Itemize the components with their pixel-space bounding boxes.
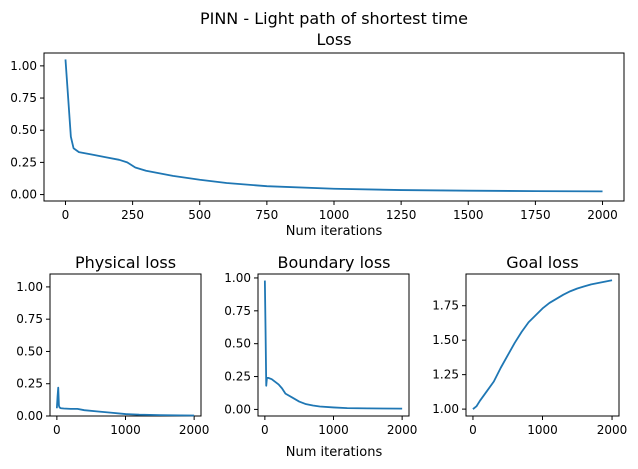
panel-goal-loss-xtick-label: 0 xyxy=(469,423,477,437)
panel-physical-loss-ytick-label: 0.25 xyxy=(16,377,43,391)
panel-goal-loss: Goal loss 0 1000 2000 1.00 1.25 1.50 1.75 xyxy=(432,253,627,437)
panel-loss-ytick-label: 0.50 xyxy=(10,123,37,137)
panel-boundary-loss-ytick-label: 1.00 xyxy=(224,271,251,285)
panel-goal-loss-xtick-label: 1000 xyxy=(527,423,558,437)
panel-boundary-loss-xlabel: Num iterations xyxy=(286,445,383,460)
panel-boundary-loss-xticks: 0 1000 2000 xyxy=(261,416,417,437)
panel-loss-xtick-label: 500 xyxy=(188,208,211,222)
panel-loss-xtick-label: 1000 xyxy=(319,208,350,222)
panel-loss-yticks: 0.00 0.25 0.50 0.75 1.00 xyxy=(10,59,44,202)
panel-boundary-loss-xtick-label: 1000 xyxy=(318,423,349,437)
panel-loss-series-line xyxy=(64,59,603,193)
panel-loss-axes-frame xyxy=(43,52,625,202)
figure-suptitle: PINN - Light path of shortest time xyxy=(200,9,468,28)
panel-goal-loss-xticks: 0 1000 2000 xyxy=(469,416,627,437)
panel-loss-ytick-label: 0.25 xyxy=(10,155,37,169)
panel-physical-loss-ytick-label: 0.50 xyxy=(16,344,43,358)
panel-physical-loss-series-line xyxy=(55,386,195,417)
panel-goal-loss-ytick-label: 1.50 xyxy=(432,333,459,347)
panel-loss-ytick-label: 1.00 xyxy=(10,59,37,73)
panel-boundary-loss-ytick-label: 0.00 xyxy=(224,402,251,416)
panel-goal-loss-title: Goal loss xyxy=(506,253,578,272)
panel-boundary-loss-series-line xyxy=(263,280,403,410)
panel-physical-loss-xticks: 0 1000 2000 xyxy=(53,416,209,437)
panel-boundary-loss-xtick-label: 0 xyxy=(261,423,269,437)
panel-physical-loss-title: Physical loss xyxy=(75,253,176,272)
panel-goal-loss-axes-frame xyxy=(465,273,620,417)
panel-boundary-loss-axes-frame xyxy=(257,273,410,417)
panel-goal-loss-ytick-label: 1.75 xyxy=(432,299,459,313)
panel-physical-loss-ytick-label: 0.75 xyxy=(16,312,43,326)
panel-goal-loss-series-line xyxy=(472,279,613,410)
panel-loss-xtick-label: 250 xyxy=(121,208,144,222)
panel-loss-xticks: 0 250 500 750 1000 1250 1500 1750 2000 xyxy=(62,201,618,222)
panel-loss-xtick-label: 0 xyxy=(62,208,70,222)
panel-loss-xtick-label: 1250 xyxy=(386,208,417,222)
panel-loss-title: Loss xyxy=(316,30,351,49)
panel-loss: Loss 0 250 500 750 1000 1250 1500 1750 2000 0.00… xyxy=(10,30,625,239)
panel-goal-loss-xtick-label: 2000 xyxy=(597,423,628,437)
panel-physical-loss-ytick-label: 1.00 xyxy=(16,280,43,294)
panel-loss-xlabel: Num iterations xyxy=(286,224,383,239)
panel-goal-loss-ytick-label: 1.25 xyxy=(432,368,459,382)
panel-goal-loss-ytick-label: 1.00 xyxy=(432,402,459,416)
panel-physical-loss-yticks: 0.00 0.25 0.50 0.75 1.00 xyxy=(16,280,50,423)
panel-physical-loss-xtick-label: 2000 xyxy=(179,423,210,437)
panel-physical-loss-xtick-label: 0 xyxy=(53,423,61,437)
panel-boundary-loss-yticks: 0.00 0.25 0.50 0.75 1.00 xyxy=(224,271,258,416)
panel-loss-xtick-label: 2000 xyxy=(587,208,618,222)
panel-loss-ytick-label: 0.75 xyxy=(10,91,37,105)
panel-physical-loss-ytick-label: 0.00 xyxy=(16,409,43,423)
panel-loss-ytick-label: 0.00 xyxy=(10,188,37,202)
panel-physical-loss-axes-frame xyxy=(49,273,202,417)
panel-boundary-loss: Boundary loss 0 1000 2000 0.00 0.25 0.50 0.75… xyxy=(224,253,417,460)
panel-boundary-loss-ytick-label: 0.50 xyxy=(224,337,251,351)
panel-loss-xtick-label: 1500 xyxy=(453,208,484,222)
panel-physical-loss: Physical loss 0 1000 2000 0.00 0.25 0.50 0.75… xyxy=(16,253,209,437)
panel-physical-loss-xtick-label: 1000 xyxy=(110,423,141,437)
panel-loss-xtick-label: 750 xyxy=(255,208,278,222)
panel-boundary-loss-ytick-label: 0.75 xyxy=(224,304,251,318)
panel-boundary-loss-ytick-label: 0.25 xyxy=(224,370,251,384)
panel-boundary-loss-title: Boundary loss xyxy=(277,253,390,272)
panel-loss-xtick-label: 1750 xyxy=(520,208,551,222)
panel-goal-loss-yticks: 1.00 1.25 1.50 1.75 xyxy=(432,299,466,416)
panel-boundary-loss-xtick-label: 2000 xyxy=(387,423,418,437)
